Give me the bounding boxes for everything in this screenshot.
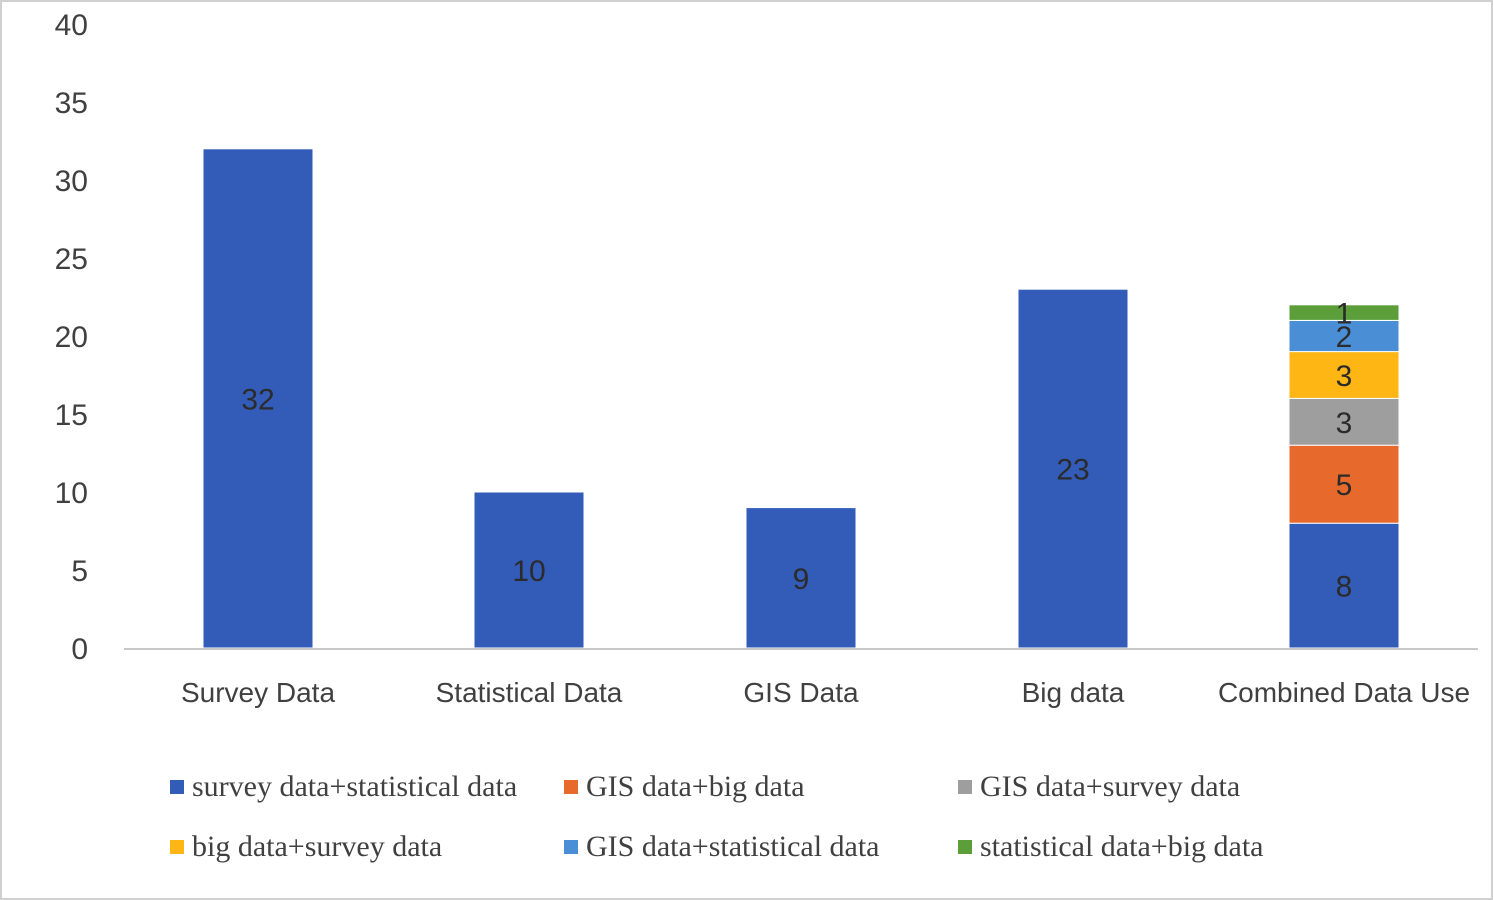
- legend-label: statistical data+big data: [980, 830, 1264, 863]
- data-label: 8: [1336, 571, 1353, 604]
- y-tick-label: 40: [55, 9, 88, 42]
- legend-item: statistical data+big data: [958, 830, 1264, 864]
- legend-label: GIS data+survey data: [980, 770, 1241, 803]
- legend-item: big data+survey data: [170, 830, 442, 864]
- legend-label: GIS data+statistical data: [586, 830, 880, 863]
- legend: survey data+statistical data GIS data+big…: [170, 770, 1370, 880]
- legend-swatch: [958, 840, 972, 854]
- y-tick-label: 30: [55, 165, 88, 198]
- legend-swatch: [564, 840, 578, 854]
- x-tick-label: Big data: [1022, 677, 1125, 708]
- bar-segment: [473, 491, 585, 649]
- data-label: 3: [1336, 407, 1353, 440]
- legend-label: big data+survey data: [192, 830, 443, 863]
- legend-swatch: [170, 840, 184, 854]
- bar-segment: [1288, 522, 1400, 649]
- legend-item: GIS data+survey data: [958, 770, 1240, 804]
- legend-item: survey data+statistical data: [170, 770, 517, 804]
- y-tick-label: 15: [55, 399, 88, 432]
- legend-swatch: [170, 780, 184, 794]
- data-label: 3: [1336, 360, 1353, 393]
- data-label: 32: [241, 383, 274, 416]
- bar-segment: [745, 507, 857, 649]
- bar-segment: [1017, 288, 1129, 649]
- y-tick-label: 5: [71, 555, 88, 588]
- bar-segment: [1288, 351, 1400, 399]
- bar-segment: [1288, 397, 1400, 446]
- legend-label: survey data+statistical data: [192, 770, 518, 803]
- y-tick-label: 10: [55, 477, 88, 510]
- legend-item: GIS data+big data: [564, 770, 805, 804]
- bar-segment: [1288, 304, 1400, 321]
- x-tick-label: Statistical Data: [436, 677, 623, 708]
- data-label: 10: [512, 555, 545, 588]
- data-label: 2: [1336, 321, 1353, 354]
- x-axis-ticks: Survey Data Statistical Data GIS Data Big d…: [181, 677, 1470, 708]
- y-tick-label: 20: [55, 321, 88, 354]
- data-label: 9: [793, 563, 810, 596]
- bar-segment: [1288, 319, 1400, 353]
- y-tick-label: 0: [71, 633, 88, 666]
- x-tick-label: GIS Data: [743, 677, 859, 708]
- legend-swatch: [958, 780, 972, 794]
- y-tick-label: 25: [55, 243, 88, 276]
- data-label: 5: [1336, 469, 1353, 502]
- y-axis-ticks: 0 5 10 15 20 25 30 35 40: [55, 9, 88, 666]
- x-tick-label: Survey Data: [181, 677, 335, 708]
- bar-segment: [202, 148, 314, 649]
- legend-item: GIS data+statistical data: [564, 830, 880, 864]
- legend-swatch: [564, 780, 578, 794]
- bar-segment: [1288, 444, 1400, 524]
- data-label: 1: [1336, 298, 1353, 331]
- legend-label: GIS data+big data: [586, 770, 805, 803]
- y-tick-label: 35: [55, 87, 88, 120]
- data-label: 23: [1056, 454, 1089, 487]
- x-tick-label: Combined Data Use: [1218, 677, 1470, 708]
